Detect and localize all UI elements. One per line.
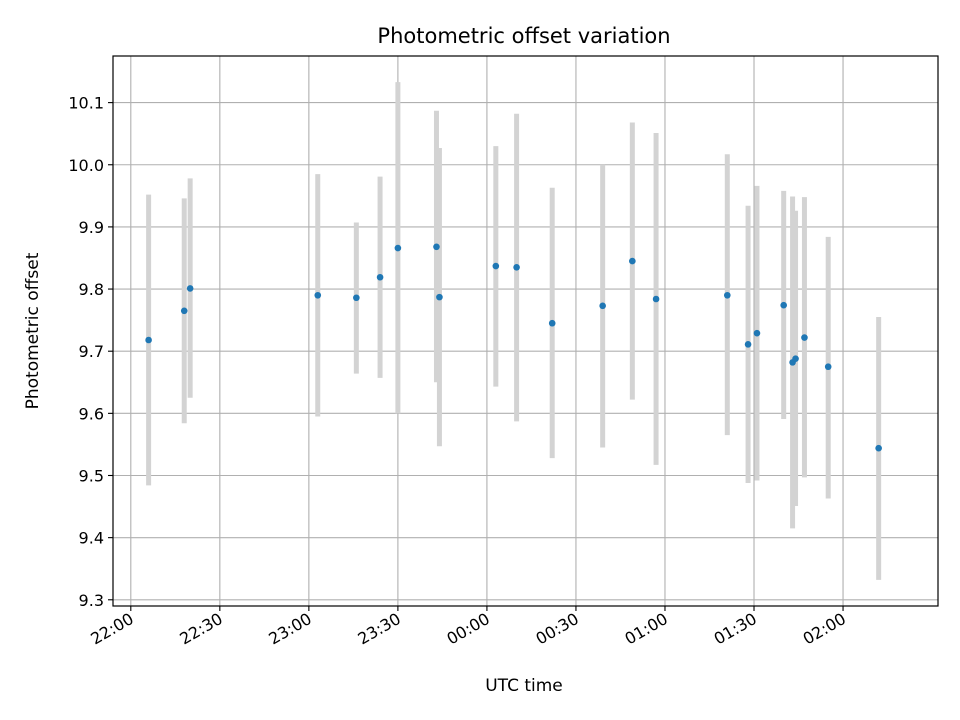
data-point [753, 329, 761, 337]
data-point [599, 302, 606, 310]
y-tick-label: 9.3 [79, 591, 104, 610]
x-tick-label: 22:00 [87, 609, 136, 649]
data-point [376, 273, 384, 281]
data-point [314, 291, 322, 299]
data-point [186, 285, 194, 292]
chart-title: Photometric offset variation [377, 24, 670, 48]
x-tick-label: 01:00 [622, 609, 671, 649]
data-point [801, 334, 808, 341]
data-point [433, 243, 440, 251]
x-tick-label: 01:30 [711, 609, 760, 649]
y-axis-label: Photometric offset [23, 252, 43, 409]
y-tick-label: 9.4 [79, 529, 104, 548]
x-tick-label: 23:30 [354, 609, 403, 649]
y-tick-label: 10.1 [68, 94, 104, 113]
data-point [792, 355, 799, 362]
data-point [180, 307, 188, 315]
plot-frame [112, 55, 939, 607]
y-axis-ticks: 9.3 9.4 9.5 9.6 9.7 9.8 9.9 10.0 10.1 [68, 94, 113, 610]
data-point [824, 363, 832, 371]
y-tick-label: 9.8 [79, 280, 104, 299]
data-point [875, 444, 882, 452]
error-bars [146, 82, 882, 580]
data-point [513, 263, 520, 271]
y-tick-label: 9.7 [79, 342, 104, 361]
data-point [394, 244, 402, 252]
x-tick-label: 23:00 [265, 609, 314, 649]
data-point [436, 293, 443, 301]
x-tick-label: 02:00 [800, 609, 849, 649]
data-point [652, 295, 660, 303]
data-point [629, 257, 636, 265]
data-point [780, 301, 787, 309]
grid [113, 56, 938, 606]
data-point [744, 341, 752, 348]
y-tick-label: 10.0 [68, 156, 104, 175]
y-tick-label: 9.9 [79, 218, 104, 237]
y-tick-label: 9.5 [79, 466, 104, 485]
x-tick-label: 22:30 [176, 609, 225, 649]
data-point [492, 262, 500, 270]
y-tick-label: 9.6 [79, 404, 104, 423]
x-axis-label: UTC time [485, 676, 563, 696]
x-axis-ticks: 22:00 22:30 23:00 23:30 00:00 00:30 01:00 01:30… [87, 606, 849, 649]
x-tick-label: 00:00 [443, 609, 492, 649]
x-tick-label: 00:30 [533, 609, 582, 649]
data-point [723, 291, 731, 299]
data-points [145, 243, 882, 452]
data-point [353, 294, 360, 302]
data-point [548, 319, 556, 327]
data-point [145, 336, 152, 344]
